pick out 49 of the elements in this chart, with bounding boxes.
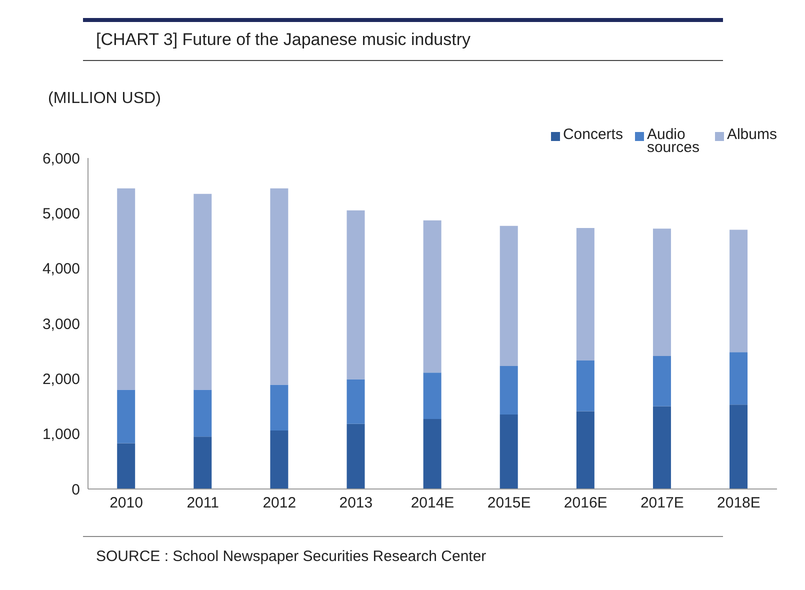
- bar: [117, 188, 136, 390]
- bar: [270, 430, 288, 489]
- x-tick-label: 2016E: [564, 494, 608, 512]
- bar: [194, 194, 212, 390]
- legend-label: Concerts: [562, 126, 623, 143]
- y-axis-title: (MILLION USD): [48, 90, 161, 108]
- bar: [194, 390, 212, 437]
- bar: [576, 360, 594, 412]
- x-tick-label: 2012: [262, 494, 296, 512]
- legend-label: Audio sources: [646, 126, 700, 156]
- x-tick-label: 2015E: [487, 494, 531, 512]
- source-note: SOURCE : School Newspaper Securities Research Center: [96, 548, 486, 565]
- bar: [194, 436, 212, 489]
- bar: [652, 228, 671, 356]
- bar: [652, 406, 671, 489]
- y-tick-label: 6,000: [42, 150, 80, 168]
- bar: [500, 366, 518, 415]
- y-tick-label: 4,000: [42, 260, 80, 278]
- x-tick-label: 2011: [186, 494, 219, 512]
- bar: [730, 404, 748, 489]
- bar: [346, 379, 365, 424]
- x-tick-label: 2010: [110, 494, 143, 512]
- bar: [423, 418, 442, 489]
- y-tick-label: 2,000: [42, 370, 80, 388]
- bar: [270, 188, 288, 385]
- bar: [730, 352, 748, 405]
- bar: [576, 411, 594, 489]
- bar: [576, 228, 594, 360]
- legend-label: Albums: [726, 126, 777, 143]
- bar: [117, 390, 136, 444]
- bar: [500, 226, 518, 366]
- bar: [346, 424, 365, 489]
- bar: [730, 230, 748, 352]
- x-tick-label: 2018E: [717, 494, 760, 512]
- y-tick-label: 3,000: [42, 316, 80, 333]
- x-tick-label: 2017E: [640, 494, 684, 512]
- bar: [423, 220, 442, 373]
- bar: [270, 384, 288, 431]
- bar: [652, 356, 671, 406]
- y-tick-label: 0: [72, 481, 80, 498]
- y-tick-label: 5,000: [42, 205, 80, 222]
- y-tick-label: 1,000: [42, 426, 80, 444]
- chart-title: [CHART 3] Future of the Japanese music industry: [96, 30, 470, 50]
- x-tick-label: 2013: [339, 494, 373, 512]
- bar: [423, 372, 442, 419]
- bar: [117, 443, 136, 489]
- bar: [346, 210, 365, 380]
- x-tick-label: 2014E: [410, 494, 454, 512]
- bar: [500, 414, 518, 489]
